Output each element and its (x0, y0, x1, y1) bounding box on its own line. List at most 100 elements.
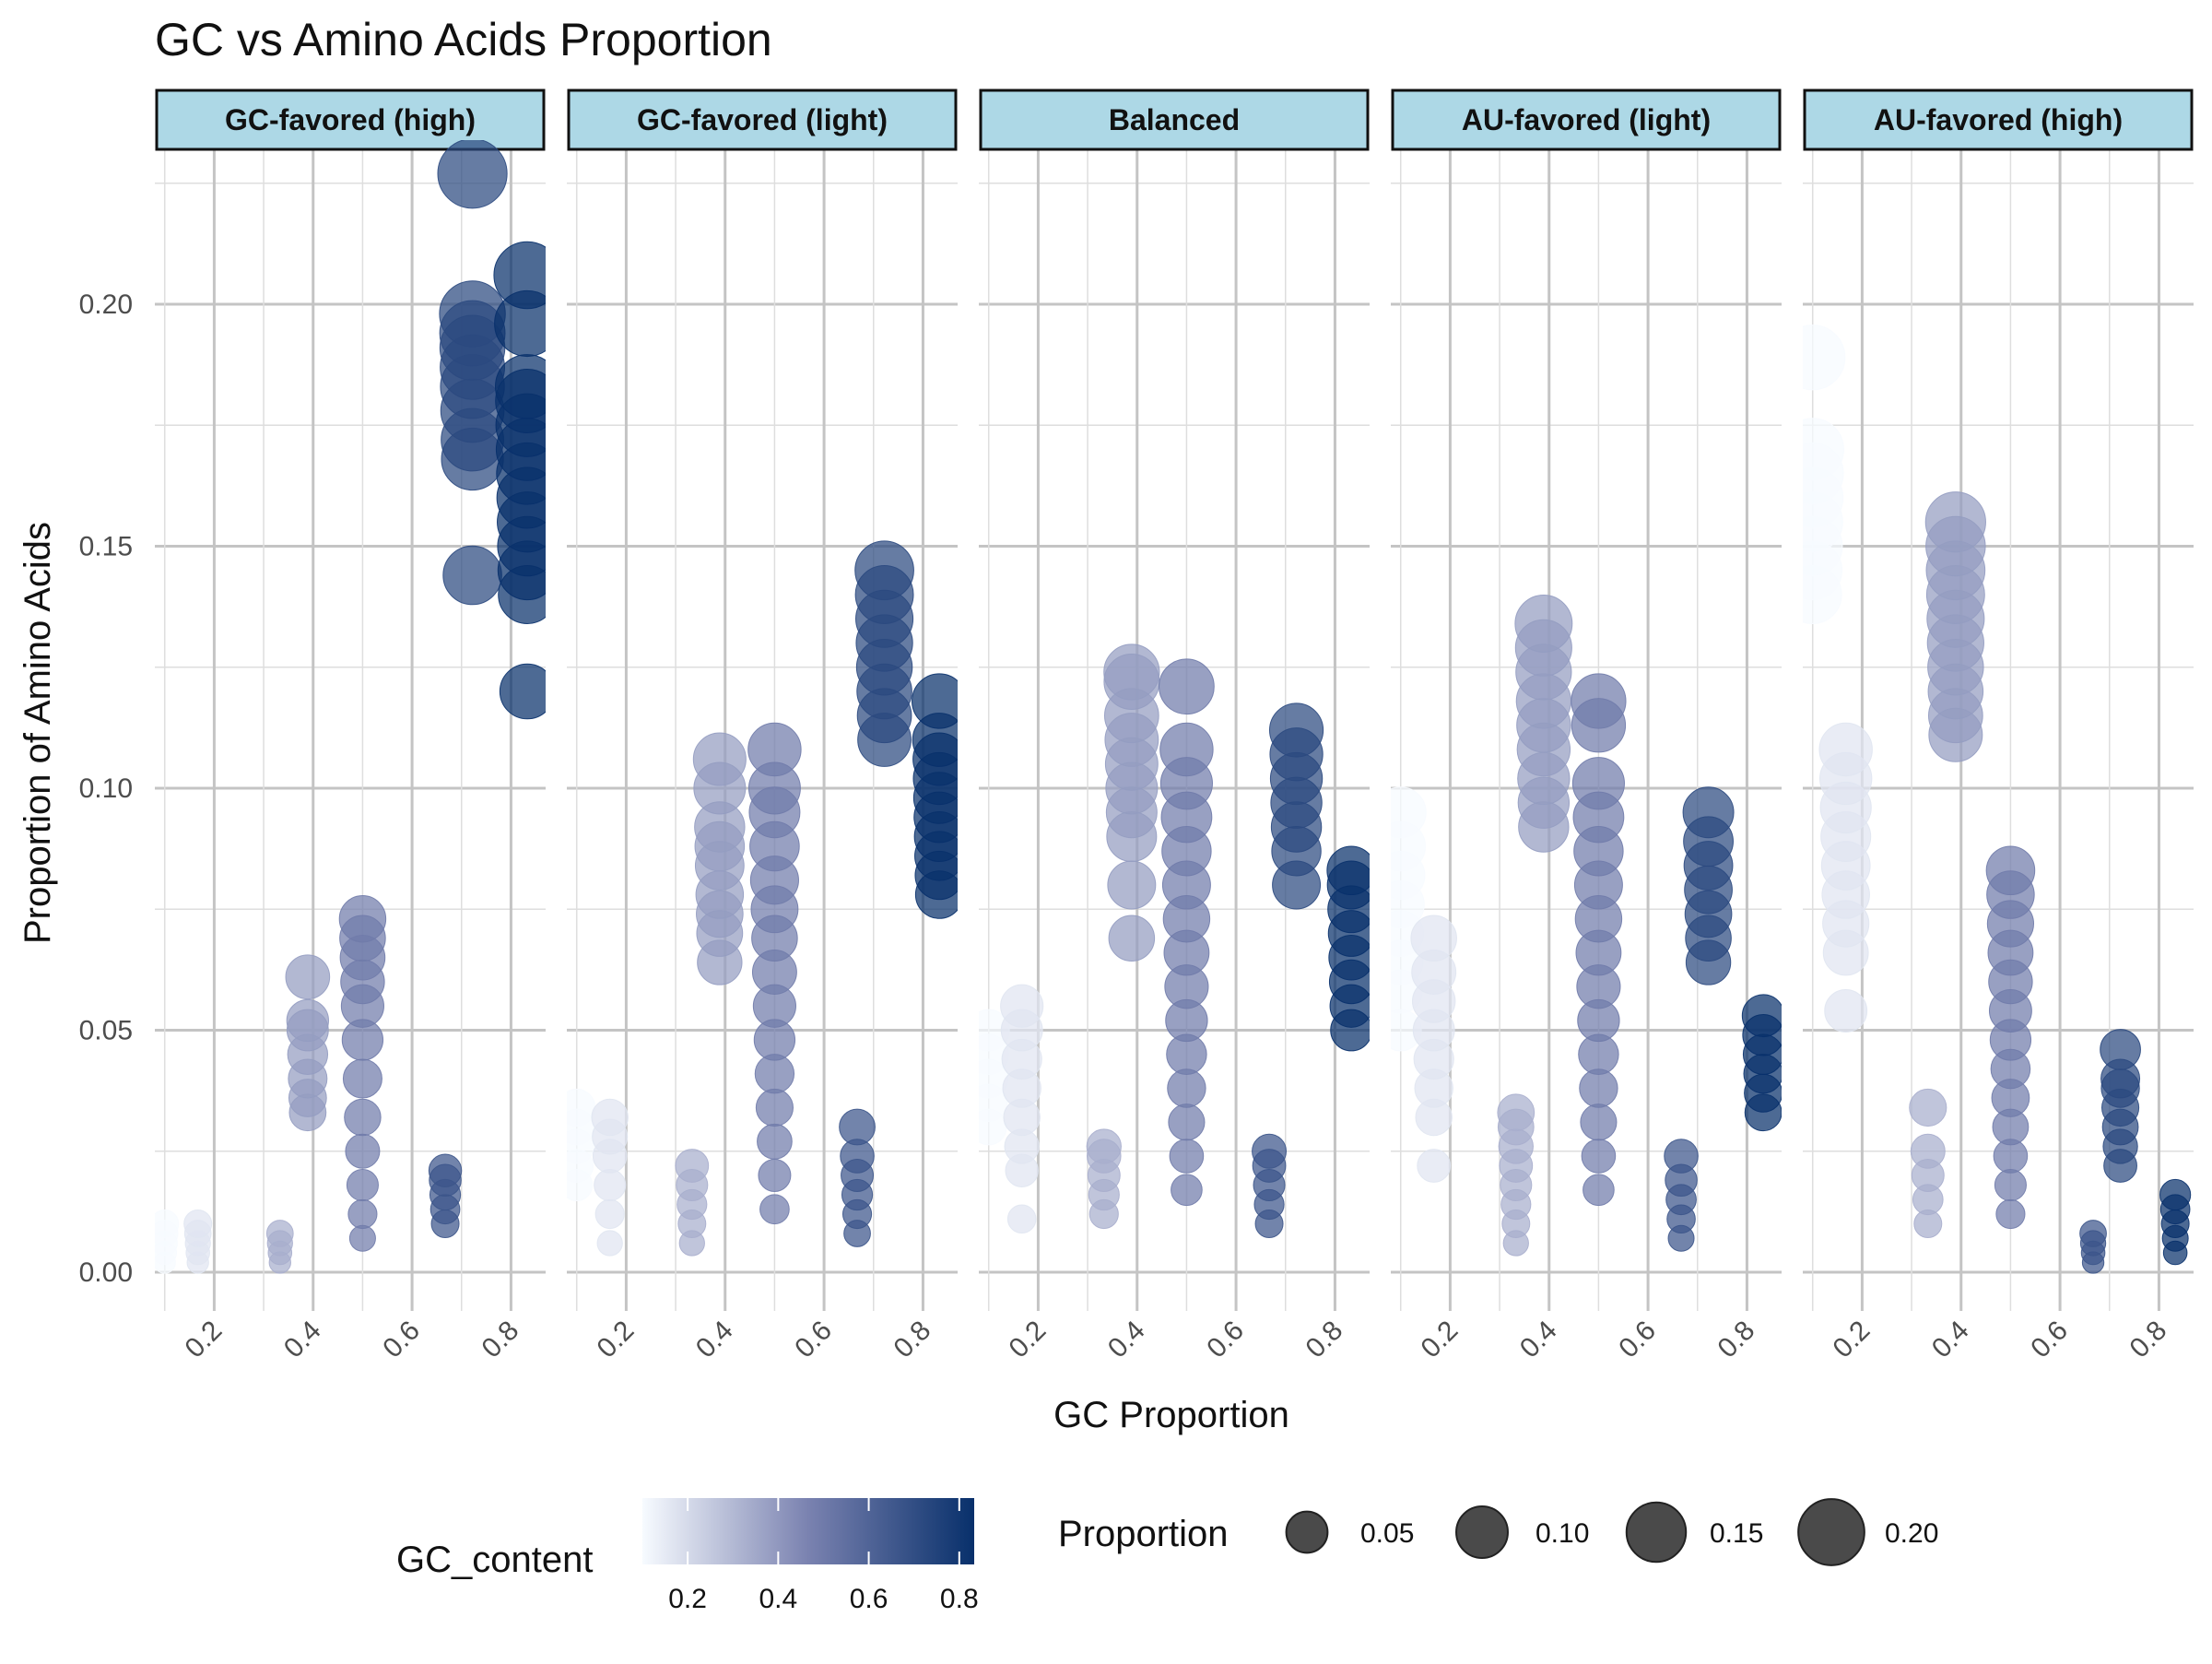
x-tick-label: 0.6 (377, 1316, 426, 1364)
data-point (1803, 418, 1844, 481)
data-point (1583, 1174, 1615, 1207)
facet-strip (155, 89, 546, 151)
data-point (1159, 658, 1215, 715)
facet-strip-label: AU-favored (light) (1462, 103, 1711, 136)
data-point (2100, 1029, 2141, 1070)
color-legend-bar (642, 1498, 974, 1564)
x-axis-title: GC Proportion (1053, 1395, 1289, 1435)
data-point (912, 673, 958, 729)
data-point (692, 732, 747, 786)
data-point (1571, 757, 1625, 810)
data-point (567, 1088, 596, 1127)
data-point (1580, 1103, 1618, 1141)
x-tick-label: 0.8 (1712, 1316, 1761, 1364)
data-point (338, 895, 387, 943)
y-tick-label: 0.10 (79, 773, 133, 804)
data-point (759, 1194, 790, 1225)
data-point (1824, 989, 1868, 1033)
data-point (1514, 595, 1573, 653)
data-point (1571, 673, 1627, 729)
x-tick-label: 0.4 (1514, 1316, 1563, 1364)
data-point (1326, 845, 1370, 896)
y-axis-title: Proportion of Amino Acids (18, 522, 58, 944)
size-legend-label: 0.15 (1710, 1518, 1763, 1549)
y-tick-label: 0.05 (79, 1016, 133, 1046)
data-point (494, 354, 546, 419)
data-point (345, 1133, 381, 1169)
data-point (439, 280, 506, 348)
data-point (1910, 1133, 1946, 1169)
data-point (1169, 1139, 1205, 1174)
size-legend-label: 0.20 (1885, 1518, 1938, 1549)
facet-strip (1391, 89, 1782, 151)
data-point (1417, 1149, 1452, 1183)
data-point (183, 1210, 213, 1238)
y-tick-label: 0.00 (79, 1257, 133, 1288)
size-legend: Proportion 0.05 0.10 0.15 0.20 (1058, 1498, 1938, 1566)
data-point (286, 998, 330, 1043)
facet-panel-gc-favored-light: GC-favored (light) 0.2 0.4 0.6 0.8 (567, 89, 958, 1364)
x-tick-label: 0.8 (888, 1316, 937, 1364)
data-point (155, 1210, 180, 1238)
data-point (1924, 491, 1986, 553)
facet-panel-gc-favored-high: GC-favored (high) 0.2 0.4 0.6 0.8 (155, 89, 546, 1364)
data-point (499, 663, 546, 720)
data-point (1994, 1168, 2027, 1202)
data-point (1086, 1128, 1122, 1164)
facet-strip-label: GC-favored (high) (225, 103, 476, 136)
y-tick-label: 0.20 (79, 289, 133, 320)
data-point (1985, 845, 2036, 896)
y-tick-label: 0.15 (79, 532, 133, 562)
size-legend-title: Proportion (1058, 1514, 1229, 1554)
data-point (1167, 1068, 1206, 1108)
data-point (1741, 994, 1782, 1038)
size-legend-label: 0.05 (1360, 1518, 1414, 1549)
data-point (757, 1123, 793, 1160)
data-point (675, 1149, 710, 1183)
data-point (2159, 1178, 2192, 1211)
facet-strip (567, 89, 958, 151)
data-point (348, 1224, 376, 1252)
data-point (1410, 915, 1457, 962)
size-legend-label: 0.10 (1535, 1518, 1589, 1549)
x-tick-label: 0.6 (1201, 1316, 1250, 1364)
data-point (1995, 1198, 2026, 1230)
color-legend-label: 0.8 (940, 1584, 979, 1614)
facet-strip-label: Balanced (1109, 103, 1240, 136)
data-point (591, 1098, 629, 1137)
x-tick-label: 0.2 (180, 1316, 229, 1364)
data-point (1171, 1174, 1203, 1207)
data-point (1006, 1204, 1037, 1234)
data-point (437, 140, 508, 209)
panel-points (1391, 595, 1782, 1257)
data-point (285, 954, 331, 1000)
data-point (596, 1230, 623, 1257)
size-legend-key (1625, 1501, 1688, 1564)
x-tick-label: 0.2 (1828, 1316, 1877, 1364)
data-point (839, 1108, 876, 1146)
x-tick-label: 0.8 (1300, 1316, 1349, 1364)
data-point (1107, 860, 1157, 910)
data-point (442, 545, 502, 606)
data-point (1391, 786, 1427, 839)
panel-points (567, 540, 958, 1257)
data-point (1497, 1093, 1535, 1132)
x-tick-label: 0.2 (1004, 1316, 1053, 1364)
data-point (758, 1159, 792, 1192)
x-tick-label: 0.6 (789, 1316, 838, 1364)
x-tick-label: 0.8 (477, 1316, 525, 1364)
facet-panel-au-favored-light: AU-favored (light) 0.2 0.4 0.6 0.8 (1391, 89, 1782, 1364)
x-tick-label: 0.2 (1416, 1316, 1465, 1364)
data-point (1682, 786, 1735, 839)
data-point (1168, 1103, 1206, 1141)
data-point (342, 1058, 382, 1099)
data-point (1579, 1068, 1618, 1108)
facet-panel-balanced: Balanced 0.2 0.4 0.6 0.8 (979, 89, 1370, 1364)
x-tick-label: 0.4 (690, 1316, 739, 1364)
data-point (755, 1088, 794, 1127)
panel-points (155, 140, 546, 1274)
panel-points (979, 643, 1370, 1238)
color-legend-label: 0.4 (759, 1584, 797, 1614)
facet-strip-label: GC-favored (light) (637, 103, 888, 136)
